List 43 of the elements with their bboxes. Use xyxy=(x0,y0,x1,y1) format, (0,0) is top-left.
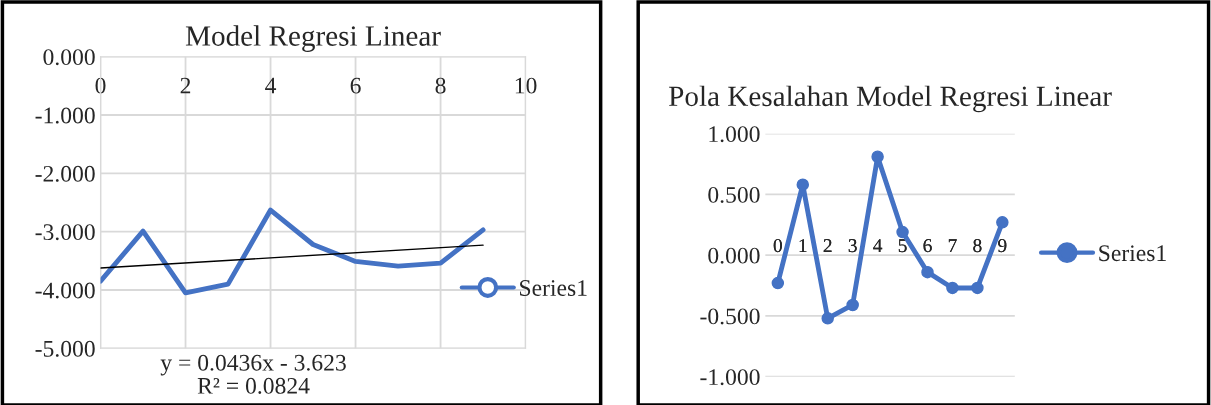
point xyxy=(921,265,934,279)
point xyxy=(946,281,959,295)
x-tick-label: 8 xyxy=(973,239,982,253)
line-series xyxy=(100,207,486,296)
y-tick-label: 1.000 xyxy=(709,126,760,143)
x-tick-label: 0 xyxy=(773,239,782,253)
y-tick-label: -1.000 xyxy=(35,107,95,124)
x-tick-label: 6 xyxy=(350,77,361,94)
x-tick-label: 6 xyxy=(923,239,932,253)
point xyxy=(796,178,810,191)
x-tick-label: 4 xyxy=(265,77,277,94)
x-tick-label: 9 xyxy=(998,239,1007,253)
x-tick-label: 1 xyxy=(799,239,807,252)
y-tick-label: -1.000 xyxy=(700,369,760,386)
y-tick-label: -3.000 xyxy=(35,224,95,241)
x-tick-label: 5 xyxy=(898,239,907,253)
x-tick-label: 4 xyxy=(873,239,883,252)
y-tick-label: 0.000 xyxy=(708,247,760,264)
legend-label: Series1 xyxy=(520,280,587,296)
point xyxy=(871,150,884,163)
y-tick-label: -4.000 xyxy=(35,282,95,299)
x-tick-label: 2 xyxy=(180,77,191,94)
x-tick-label: 10 xyxy=(515,77,537,94)
y-tick-label: 0.500 xyxy=(708,186,760,203)
point xyxy=(996,216,1009,229)
point xyxy=(821,312,834,325)
y-tick-label: -5.000 xyxy=(35,340,95,357)
point xyxy=(846,298,859,312)
x-tick-label: 3 xyxy=(848,239,857,253)
x-tick-label: 8 xyxy=(435,77,446,94)
point xyxy=(896,225,909,239)
legend-label: Series1 xyxy=(1099,245,1166,262)
y-tick-label: -0.500 xyxy=(700,308,760,325)
chart-title: Pola Kesalahan Model Regresi Linear xyxy=(669,85,1112,113)
x-tick-label: 0 xyxy=(95,77,106,94)
x-tick-label: 2 xyxy=(823,239,832,252)
y-tick-label: 0.000 xyxy=(43,49,95,66)
text: y = 0.0436x - 3.623 R² = 0.0824 xyxy=(160,354,346,394)
chart-title: Model Regresi Linear xyxy=(185,25,441,52)
x-tick-label: 7 xyxy=(948,239,957,252)
point xyxy=(971,281,984,295)
y-tick-label: -2.000 xyxy=(35,165,95,182)
point xyxy=(771,276,785,290)
